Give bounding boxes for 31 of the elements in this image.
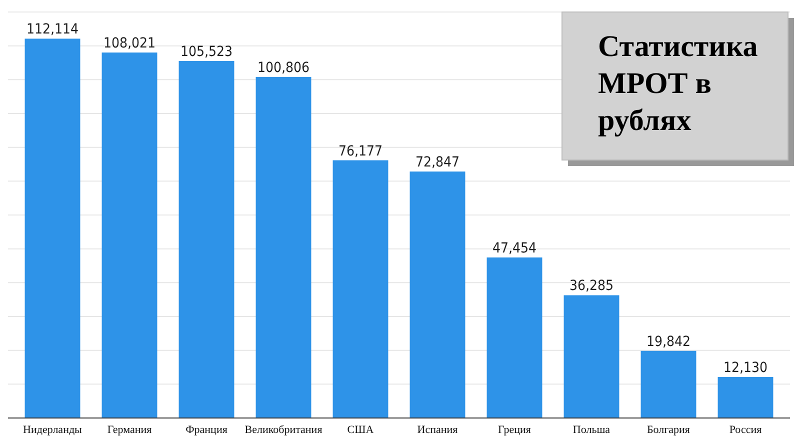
- data-label: 47,454: [492, 240, 537, 256]
- bar: [718, 376, 774, 418]
- x-tick-label: Россия: [729, 424, 762, 436]
- bar: [102, 52, 158, 418]
- data-label: 112,114: [26, 22, 79, 38]
- bar: [332, 160, 388, 418]
- data-label: 72,847: [415, 154, 460, 171]
- text: Статистика МРОТ в рублях: [598, 30, 758, 137]
- data-label: 36,285: [569, 278, 614, 294]
- x-tick-label: Франция: [186, 424, 228, 436]
- x-tick-label: Испания: [417, 424, 458, 436]
- x-tick-label: США: [347, 424, 374, 436]
- x-tick-label: Болгария: [646, 424, 690, 436]
- data-label: 100,806: [257, 60, 310, 76]
- data-label: 76,177: [338, 143, 383, 160]
- data-label: 19,842: [646, 334, 691, 350]
- x-tick-label: Германия: [107, 424, 152, 436]
- x-tick-label: Польша: [572, 424, 610, 436]
- bar: [256, 76, 312, 418]
- bar: [24, 38, 80, 418]
- bar: [640, 350, 696, 418]
- data-label: 12,130: [723, 360, 768, 376]
- x-tick-label: Нидерланды: [23, 424, 83, 436]
- bar: [486, 257, 542, 418]
- bar: [564, 295, 620, 418]
- x-tick-label: Великобритания: [244, 424, 322, 436]
- data-label: 108,021: [103, 36, 156, 52]
- data-label: 105,523: [180, 44, 233, 60]
- bar: [178, 60, 234, 418]
- x-tick-label: Греция: [498, 424, 531, 436]
- bar: [410, 172, 466, 418]
